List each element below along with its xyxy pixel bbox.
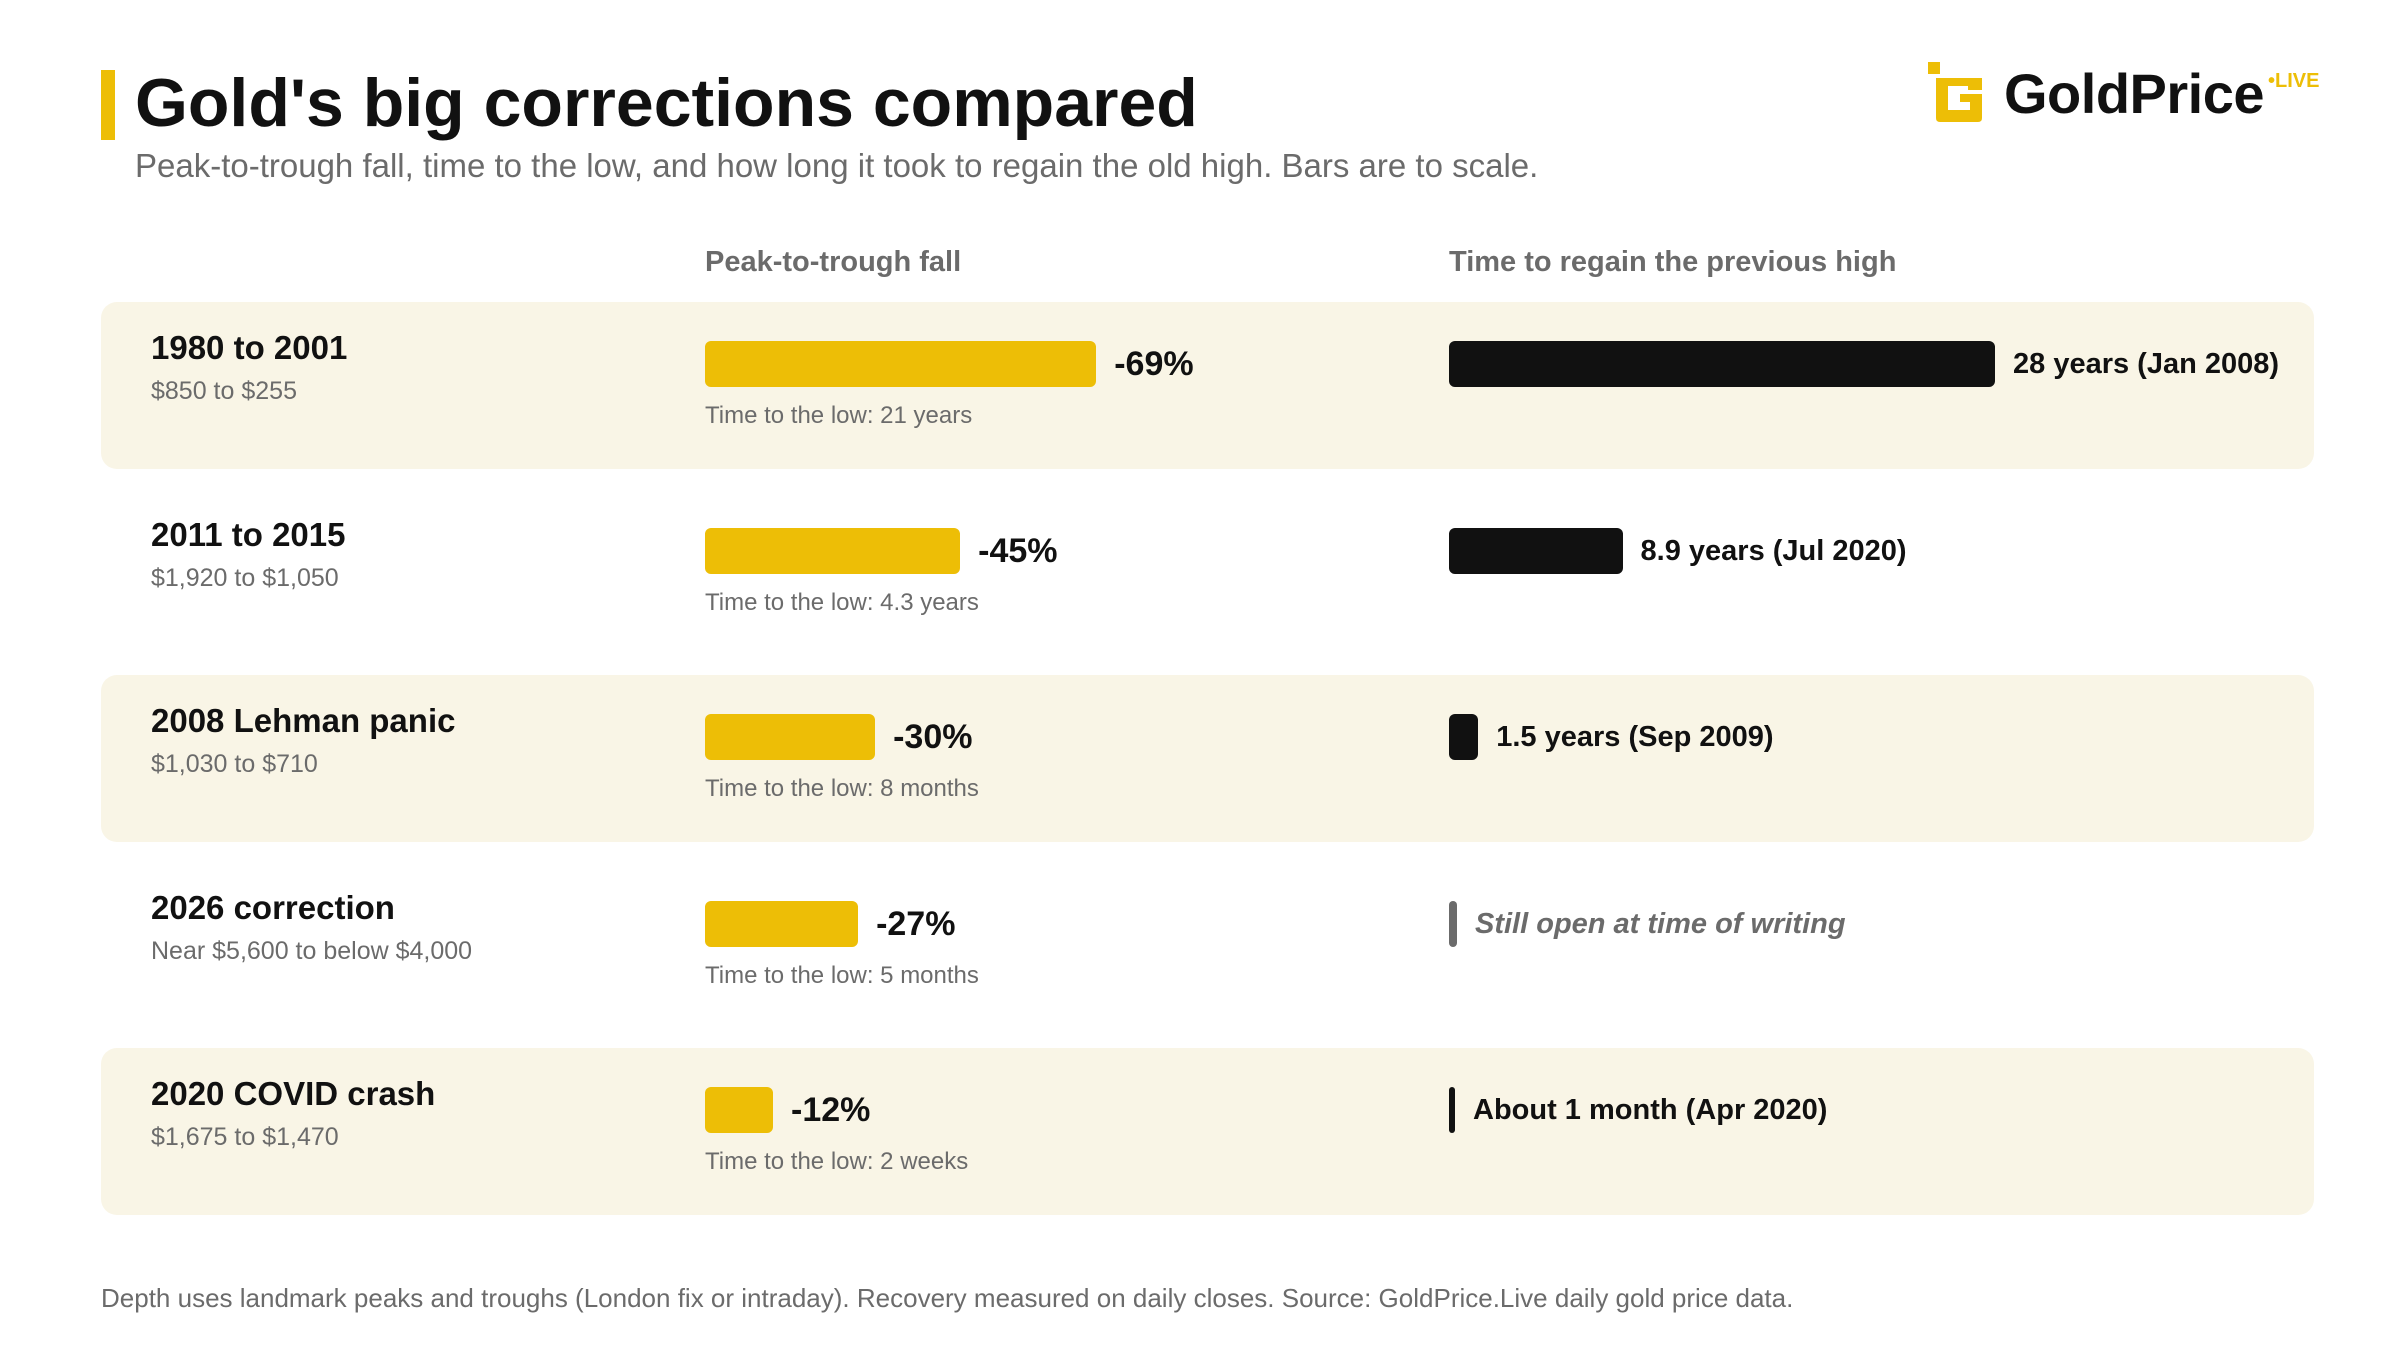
recovery-value-label: 28 years (Jan 2008) [2013,348,2280,380]
title-accent-bar [101,70,115,140]
fall-bar [705,341,1097,387]
recovery-value-label: 8.9 years (Jul 2020) [1640,534,1907,567]
footnote: Depth uses landmark peaks and troughs (L… [101,1283,1794,1313]
fall-value-label: -69% [1114,345,1194,383]
logo-live-badge: •LIVE [2268,70,2320,92]
row-title: 1980 to 2001 [151,329,348,366]
row-price-range: $1,030 to $710 [151,750,318,778]
row-title: 2011 to 2015 [151,515,346,553]
row-price-range: Near $5,600 to below $4,000 [151,936,473,965]
time-to-low-label: Time to the low: 2 weeks [705,1148,969,1175]
fall-bar [705,1087,774,1133]
recovery-bar [1449,527,1623,574]
fall-bar [705,900,859,947]
fall-value-label: -30% [893,718,973,756]
correction-row: 2020 COVID crash $1,675 to $1,470 -12% Time… [101,1048,2314,1215]
correction-row: 1980 to 2001 $850 to $255 -69% Time to the … [101,302,2314,469]
recovery-value-label: Still open at time of writing [1475,907,1846,940]
page-subtitle: Peak-to-trough fall, time to the low, an… [135,147,1539,184]
goldprice-logo: GoldPrice •LIVE [1928,58,2320,128]
recovery-bar [1449,714,1479,760]
column-header-recovery: Time to regain the previous high [1449,246,1897,278]
row-price-range: $1,920 to $1,050 [151,563,339,592]
time-to-low-label: Time to the low: 5 months [705,961,979,989]
recovery-value-label: 1.5 years (Sep 2009) [1496,721,1774,753]
time-to-low-label: Time to the low: 4.3 years [705,588,979,616]
recovery-value-label: About 1 month (Apr 2020) [1473,1094,1828,1126]
correction-row: 2008 Lehman panic $1,030 to $710 -30% Time … [101,675,2314,842]
row-title: 2020 COVID crash [151,1075,436,1112]
fall-value-label: -27% [876,904,956,943]
fall-value-label: -45% [978,531,1058,570]
recovery-open-marker [1449,900,1457,947]
fall-bar [705,714,876,760]
row-title: 2026 correction [151,888,395,926]
time-to-low-label: Time to the low: 8 months [705,775,979,802]
recovery-bar [1449,1087,1455,1133]
column-header-fall: Peak-to-trough fall [705,246,962,278]
row-price-range: $1,675 to $1,470 [151,1123,339,1151]
logo-wordmark: GoldPrice [2004,62,2265,125]
correction-row: 2026 correction Near $5,600 to below $4,0… [101,862,2314,1029]
row-price-range: $850 to $255 [151,377,297,405]
correction-row: 2011 to 2015 $1,920 to $1,050 -45% Time to … [101,489,2314,656]
recovery-bar [1449,341,1995,387]
fall-bar [705,527,961,574]
goldprice-logo-icon [1928,62,1982,122]
fall-value-label: -12% [791,1091,871,1129]
row-title: 2008 Lehman panic [151,702,456,739]
page-title: Gold's big corrections compared [135,65,1198,141]
time-to-low-label: Time to the low: 21 years [705,402,973,429]
